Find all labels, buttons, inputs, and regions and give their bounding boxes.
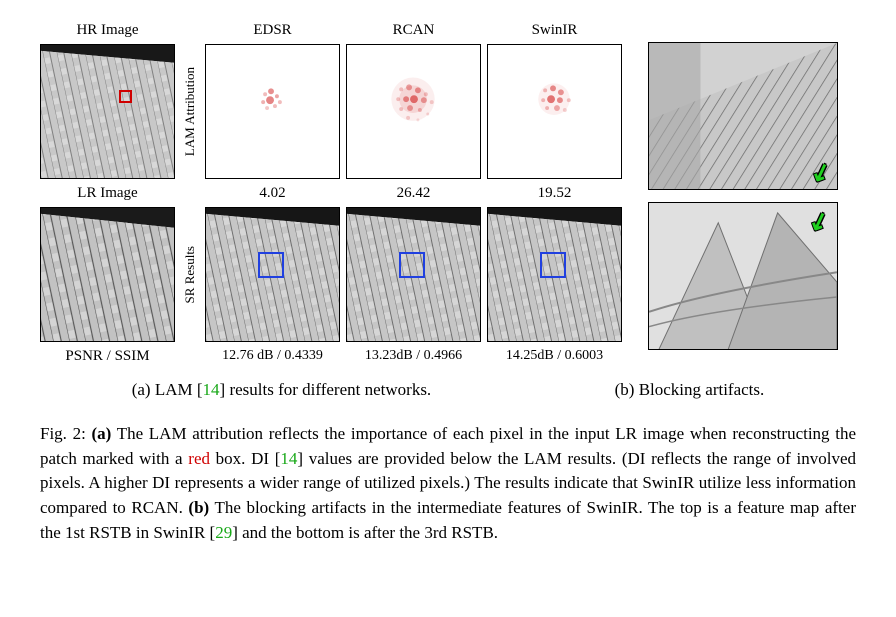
panel-b: ↙ ↙ (648, 20, 838, 366)
label-lr: LR Image (77, 185, 137, 202)
hr-image (40, 44, 175, 179)
label-edsr: EDSR (253, 22, 291, 39)
red-box-marker (119, 90, 132, 103)
label-swinir: SwinIR (532, 22, 578, 39)
di-edsr: 4.02 (259, 185, 285, 202)
row-label-lam: LAM Attribution (182, 67, 198, 156)
caption-a-tag: (a) (92, 424, 112, 443)
figure-2: HR Image EDSR RCAN SwinIR (40, 20, 856, 366)
psnr-swinir: 14.25dB / 0.6003 (506, 348, 603, 364)
panel-a: HR Image EDSR RCAN SwinIR (40, 20, 630, 366)
feature-map-bottom: ↙ (648, 202, 838, 350)
lr-image (40, 207, 175, 342)
sr-swinir (487, 207, 622, 342)
feature-map-top: ↙ (648, 42, 838, 190)
grid-a: HR Image EDSR RCAN SwinIR (40, 20, 630, 366)
subcaption-b: (b) Blocking artifacts. (615, 380, 765, 400)
caption-text-5: ] and the bottom is after the 3rd RSTB. (232, 523, 498, 542)
caption-b-tag: (b) (188, 498, 209, 517)
blue-box-swinir (540, 252, 566, 278)
subcaption-a: (a) LAM [14] results for different netwo… (132, 380, 431, 400)
sr-edsr (205, 207, 340, 342)
lam-rcan (346, 44, 481, 179)
figure-caption: Fig. 2: (a) The LAM attribution reflects… (40, 422, 856, 545)
cite-link-14b[interactable]: 14 (280, 449, 297, 468)
di-rcan: 26.42 (397, 185, 431, 202)
caption-text-2: box. DI [ (210, 449, 280, 468)
fig-number: Fig. 2: (40, 424, 92, 443)
psnr-rcan: 13.23dB / 0.4966 (365, 348, 462, 364)
caption-red-word: red (188, 449, 210, 468)
sr-rcan (346, 207, 481, 342)
label-hr: HR Image (76, 22, 138, 39)
subcap-a-pre: (a) LAM [ (132, 380, 203, 399)
cite-link-14[interactable]: 14 (203, 380, 220, 399)
lam-swinir (487, 44, 622, 179)
blue-box-edsr (258, 252, 284, 278)
subcap-a-post: ] results for different networks. (220, 380, 432, 399)
label-psnr: PSNR / SSIM (65, 348, 149, 365)
psnr-edsr: 12.76 dB / 0.4339 (222, 348, 323, 364)
subcaption-row: (a) LAM [14] results for different netwo… (40, 380, 856, 400)
row-label-sr: SR Results (182, 246, 198, 303)
blue-box-rcan (399, 252, 425, 278)
lam-edsr (205, 44, 340, 179)
cite-link-29[interactable]: 29 (215, 523, 232, 542)
label-rcan: RCAN (393, 22, 435, 39)
di-swinir: 19.52 (538, 185, 572, 202)
